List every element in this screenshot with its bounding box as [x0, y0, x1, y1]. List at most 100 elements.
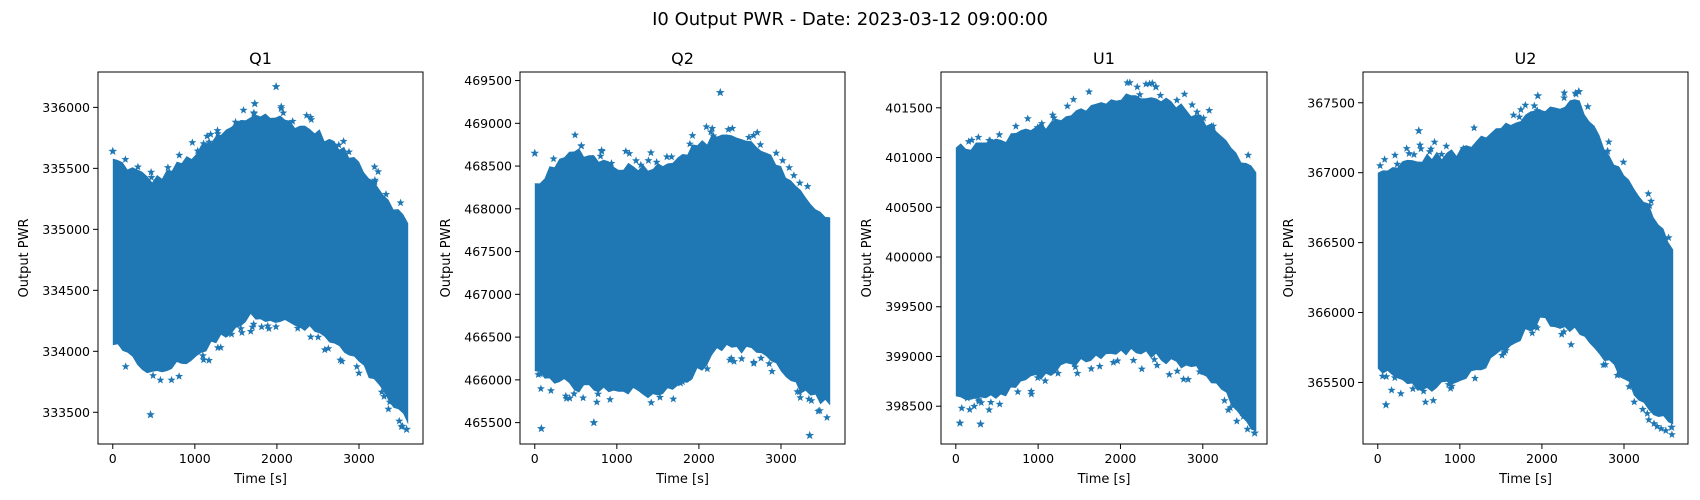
data-point: [1528, 328, 1537, 337]
data-point: [370, 175, 379, 184]
y-tick-label: 334500: [42, 283, 90, 298]
data-point: [1442, 142, 1451, 150]
data-point: [1145, 79, 1154, 88]
panel-title-q2: Q2: [671, 49, 694, 68]
data-point: [272, 322, 280, 331]
data-point: [1521, 101, 1530, 109]
y-tick-label: 468500: [464, 159, 512, 174]
data-point: [592, 398, 601, 406]
data-point: [756, 140, 765, 149]
data-point: [236, 324, 245, 332]
data-point: [1165, 370, 1174, 378]
data-point: [768, 367, 776, 375]
y-tick-label: 401500: [885, 100, 933, 115]
data-point: [977, 398, 986, 407]
y-tick-label: 365500: [1307, 375, 1355, 390]
data-point: [320, 345, 329, 354]
x-tick-label: 3000: [1187, 451, 1219, 466]
axes-frame-u1: [940, 71, 1268, 445]
data-point: [1095, 362, 1104, 370]
y-tick-label: 468000: [464, 201, 512, 216]
x-tick-label: 0: [952, 451, 960, 466]
data-point: [596, 152, 605, 160]
data-point: [1071, 362, 1080, 371]
outlier-point: [1533, 91, 1543, 100]
figure-suptitle: I0 Output PWR - Date: 2023-03-12 09:00:0…: [652, 9, 1048, 30]
outlier-point: [1151, 82, 1161, 91]
outlier-point: [271, 82, 281, 91]
data-point: [306, 332, 315, 341]
data-point: [652, 158, 661, 166]
data-point: [1516, 105, 1525, 114]
y-tick-label: 401000: [885, 150, 933, 165]
data-point: [570, 389, 579, 398]
y-tick-label: 366000: [1307, 305, 1355, 320]
x-tick-label: 0: [531, 451, 539, 466]
data-point: [198, 351, 207, 360]
data-point: [324, 344, 333, 352]
data-point: [1156, 91, 1165, 99]
data-point: [133, 162, 142, 171]
data-point: [1188, 100, 1197, 109]
data-point: [702, 122, 711, 131]
outlier-point: [402, 424, 411, 434]
data-point: [688, 131, 697, 139]
data-point: [203, 132, 212, 140]
data-point: [1405, 149, 1414, 157]
x-tick-label: 1000: [601, 451, 633, 466]
data-point: [1054, 369, 1062, 377]
data-point: [1070, 359, 1079, 368]
data-point: [354, 368, 363, 377]
data-point: [384, 404, 393, 413]
data-point: [795, 387, 804, 396]
data-point: [1033, 373, 1042, 382]
data-point: [306, 113, 315, 121]
data-point: [964, 137, 973, 145]
data-point: [1027, 390, 1036, 398]
y-tick-label: 469000: [464, 116, 512, 131]
data-point: [147, 168, 156, 176]
data-point: [1179, 375, 1188, 383]
outlier-point: [250, 99, 260, 108]
data-point: [188, 138, 197, 146]
outlier-point: [146, 410, 155, 419]
data-point: [647, 398, 656, 407]
y-tick-label: 367500: [1307, 95, 1355, 110]
data-point: [377, 387, 386, 396]
y-axis-label: Output PWR: [17, 218, 32, 297]
data-point: [669, 394, 678, 403]
data-point: [737, 354, 746, 363]
data-point: [709, 131, 718, 140]
outlier-point: [715, 87, 725, 97]
x-tick-label: 3000: [1608, 451, 1640, 466]
data-point: [621, 147, 630, 155]
data-point: [396, 198, 405, 207]
x-axis-label: Time [s]: [1498, 472, 1552, 487]
data-point: [337, 357, 346, 365]
data-point: [1613, 371, 1622, 379]
data-point: [1011, 122, 1020, 130]
data-point: [205, 356, 213, 364]
data-point: [175, 372, 184, 380]
data-point: [345, 147, 353, 156]
data-point: [239, 106, 248, 114]
data-point: [1501, 346, 1510, 354]
y-tick-label: 399500: [885, 299, 933, 314]
data-point: [795, 178, 804, 187]
data-point: [213, 126, 222, 134]
data-point: [1232, 417, 1241, 425]
data-point: [1408, 384, 1417, 393]
data-point: [293, 324, 302, 332]
edge-markers-q1: [121, 102, 407, 431]
data-point: [725, 355, 734, 364]
data-point: [753, 128, 762, 136]
data-point: [1387, 386, 1396, 394]
data-point: [263, 321, 272, 330]
data-point: [1644, 415, 1653, 424]
data-point: [571, 130, 579, 139]
data-point: [1653, 422, 1662, 430]
data-point: [1638, 405, 1647, 413]
data-point: [1417, 144, 1425, 153]
data-point: [1599, 360, 1608, 369]
